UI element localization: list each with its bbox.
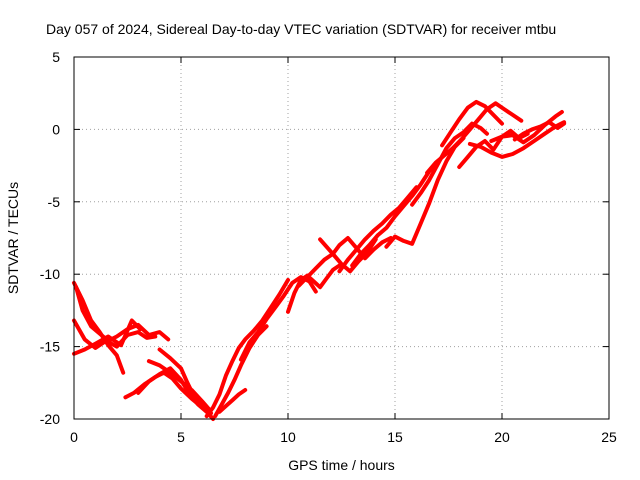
- series-line-15: [318, 236, 393, 261]
- y-axis-label: SDTVAR / TECUs: [5, 182, 21, 294]
- series-line-3: [72, 318, 143, 356]
- plot-frame: [73, 56, 610, 420]
- series-layer: [72, 99, 567, 421]
- y-tick-label: -5: [48, 194, 61, 210]
- series-line-18: [384, 136, 466, 249]
- series-line-2: [72, 318, 158, 350]
- series-line-4: [74, 285, 171, 343]
- series-line-23: [467, 120, 567, 159]
- series-line-20: [425, 101, 524, 175]
- axis-ticks: 0 5 10 15 20 25 -20 -15 -10 -5 0 5: [40, 49, 617, 445]
- series-line-17: [350, 159, 440, 268]
- series-line-19: [410, 121, 489, 207]
- x-axis-label: GPS time / hours: [288, 457, 395, 473]
- x-tick-label: 10: [280, 429, 296, 445]
- series-line-11: [217, 388, 248, 414]
- series-line-25: [512, 120, 567, 142]
- y-tick-label: 0: [52, 121, 60, 137]
- series-line-21: [440, 99, 504, 148]
- y-tick-label: -10: [40, 266, 60, 282]
- x-tick-label: 15: [387, 429, 403, 445]
- series-line-8: [146, 359, 211, 411]
- series-line-7: [157, 347, 209, 413]
- y-tick-label: 5: [52, 49, 60, 65]
- y-tick-label: -15: [40, 339, 60, 355]
- x-tick-label: 25: [601, 429, 617, 445]
- series-line-24: [489, 110, 564, 145]
- series-line-1: [72, 280, 126, 375]
- series-line-13: [286, 263, 342, 314]
- series-line-16: [337, 185, 419, 274]
- x-tick-label: 5: [177, 429, 185, 445]
- series-line-9: [204, 278, 290, 419]
- chart-title: Day 057 of 2024, Sidereal Day-to-day VTE…: [46, 21, 556, 37]
- series-line-10: [213, 324, 269, 419]
- x-tick-label: 0: [70, 429, 78, 445]
- y-tick-label: -20: [40, 411, 60, 427]
- x-tick-label: 20: [494, 429, 510, 445]
